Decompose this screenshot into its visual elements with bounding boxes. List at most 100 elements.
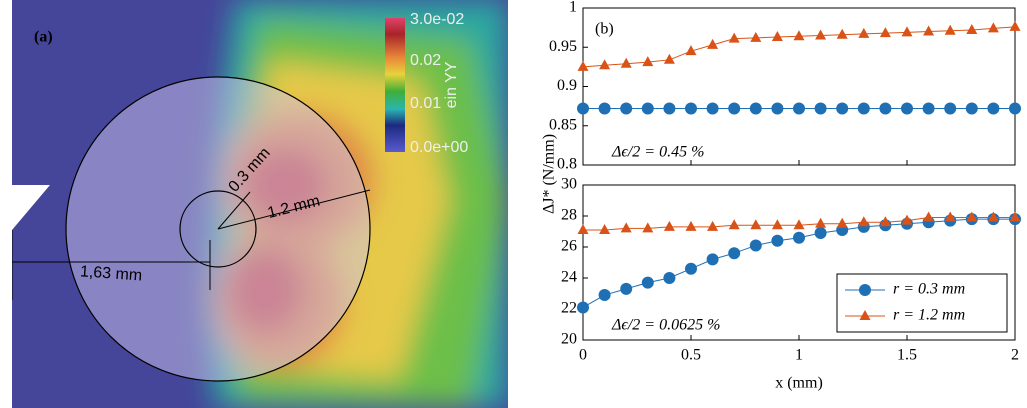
legend-label: r = 0.3 mm <box>893 281 965 298</box>
colorbar-tick: 3.0e-02 <box>410 11 464 28</box>
data-point <box>685 262 697 275</box>
data-point <box>728 247 741 260</box>
data-point <box>642 222 654 233</box>
data-point <box>944 24 956 35</box>
data-point <box>879 216 891 227</box>
data-point <box>750 31 762 42</box>
data-point <box>663 220 675 231</box>
data-point <box>771 219 783 230</box>
data-point <box>944 102 957 115</box>
data-point <box>707 220 719 231</box>
data-point <box>599 223 611 234</box>
y-tick-label: 22 <box>561 300 577 317</box>
y-tick-label: 0.8 <box>557 156 577 173</box>
data-point <box>814 227 827 240</box>
legend-box <box>836 273 1008 333</box>
data-point <box>857 102 870 115</box>
data-point <box>1009 102 1021 115</box>
dimension-label: 1,63 mm <box>79 263 142 284</box>
data-point <box>706 102 719 115</box>
data-point <box>815 29 827 40</box>
data-point <box>966 211 978 222</box>
y-axis-label: ΔJ* (N/mm) <box>541 134 558 214</box>
data-point <box>771 31 783 42</box>
data-point <box>620 222 632 233</box>
data-point <box>728 32 740 43</box>
y-tick-label: 28 <box>561 207 577 224</box>
data-point <box>901 102 913 115</box>
data-point <box>749 102 762 115</box>
data-point <box>577 301 589 314</box>
data-point <box>771 234 784 247</box>
x-tick-label: 0.5 <box>681 347 701 364</box>
data-point <box>793 102 805 115</box>
data-point <box>987 102 1000 115</box>
data-point <box>620 282 633 295</box>
data-point <box>663 272 676 284</box>
data-point <box>641 102 654 115</box>
data-point <box>771 102 784 115</box>
data-point <box>728 219 740 230</box>
data-point <box>987 211 999 222</box>
data-point <box>793 30 805 41</box>
data-point <box>707 38 719 49</box>
data-point <box>685 220 697 231</box>
y-tick-label: 0.95 <box>549 38 577 55</box>
data-point <box>642 56 654 67</box>
data-point <box>836 217 848 228</box>
data-point <box>793 231 805 244</box>
annotation: Δϵ/2 = 0.0625 % <box>611 317 720 334</box>
data-point <box>923 25 935 36</box>
data-point <box>749 239 762 252</box>
colorbar-tick: 0.02 <box>410 52 441 69</box>
data-point <box>598 289 611 302</box>
y-tick-label: 20 <box>561 331 577 348</box>
x-axis-label: x (mm) <box>775 375 823 392</box>
data-point <box>577 223 589 234</box>
data-point <box>728 102 741 115</box>
x-tick-label: 0 <box>579 347 587 364</box>
y-tick-label: 0.9 <box>557 77 577 94</box>
data-point <box>944 211 956 222</box>
y-tick-label: 24 <box>561 269 577 286</box>
data-point <box>577 102 589 115</box>
data-point <box>858 216 870 227</box>
data-point <box>815 217 827 228</box>
data-point <box>641 276 654 289</box>
data-point <box>598 102 611 115</box>
data-point <box>620 57 632 68</box>
annotation: Δϵ/2 = 0.45 % <box>611 144 704 161</box>
colorbar-tick: 0.01 <box>410 95 441 112</box>
x-tick-label: 1 <box>795 347 803 364</box>
y-tick-label: 1 <box>569 0 577 16</box>
legend-marker <box>859 310 871 320</box>
x-tick-label: 2 <box>1011 347 1019 364</box>
data-point <box>987 22 999 33</box>
data-point <box>879 102 892 115</box>
data-point <box>685 45 697 56</box>
data-point <box>620 102 633 115</box>
data-point <box>599 59 611 70</box>
colorbar-tick: 0.0e+00 <box>410 139 468 156</box>
data-point <box>923 211 935 222</box>
data-point <box>750 219 762 230</box>
data-point <box>901 26 913 37</box>
y-tick-label: 26 <box>561 238 577 255</box>
data-point <box>879 27 891 38</box>
data-point <box>901 214 913 225</box>
legend-label: r = 1.2 mm <box>893 307 965 324</box>
data-point <box>663 102 676 115</box>
data-point <box>965 102 978 115</box>
data-point <box>836 102 849 115</box>
panel-label: (a) <box>34 29 53 46</box>
data-point <box>858 27 870 38</box>
data-point <box>1009 20 1021 31</box>
data-point <box>577 60 589 71</box>
data-point <box>922 102 935 115</box>
data-point <box>966 23 978 34</box>
data-point <box>836 28 848 39</box>
data-point <box>814 102 827 115</box>
fe-contour-image <box>12 0 508 408</box>
data-point <box>1009 211 1021 222</box>
y-tick-label: 0.85 <box>549 116 577 133</box>
